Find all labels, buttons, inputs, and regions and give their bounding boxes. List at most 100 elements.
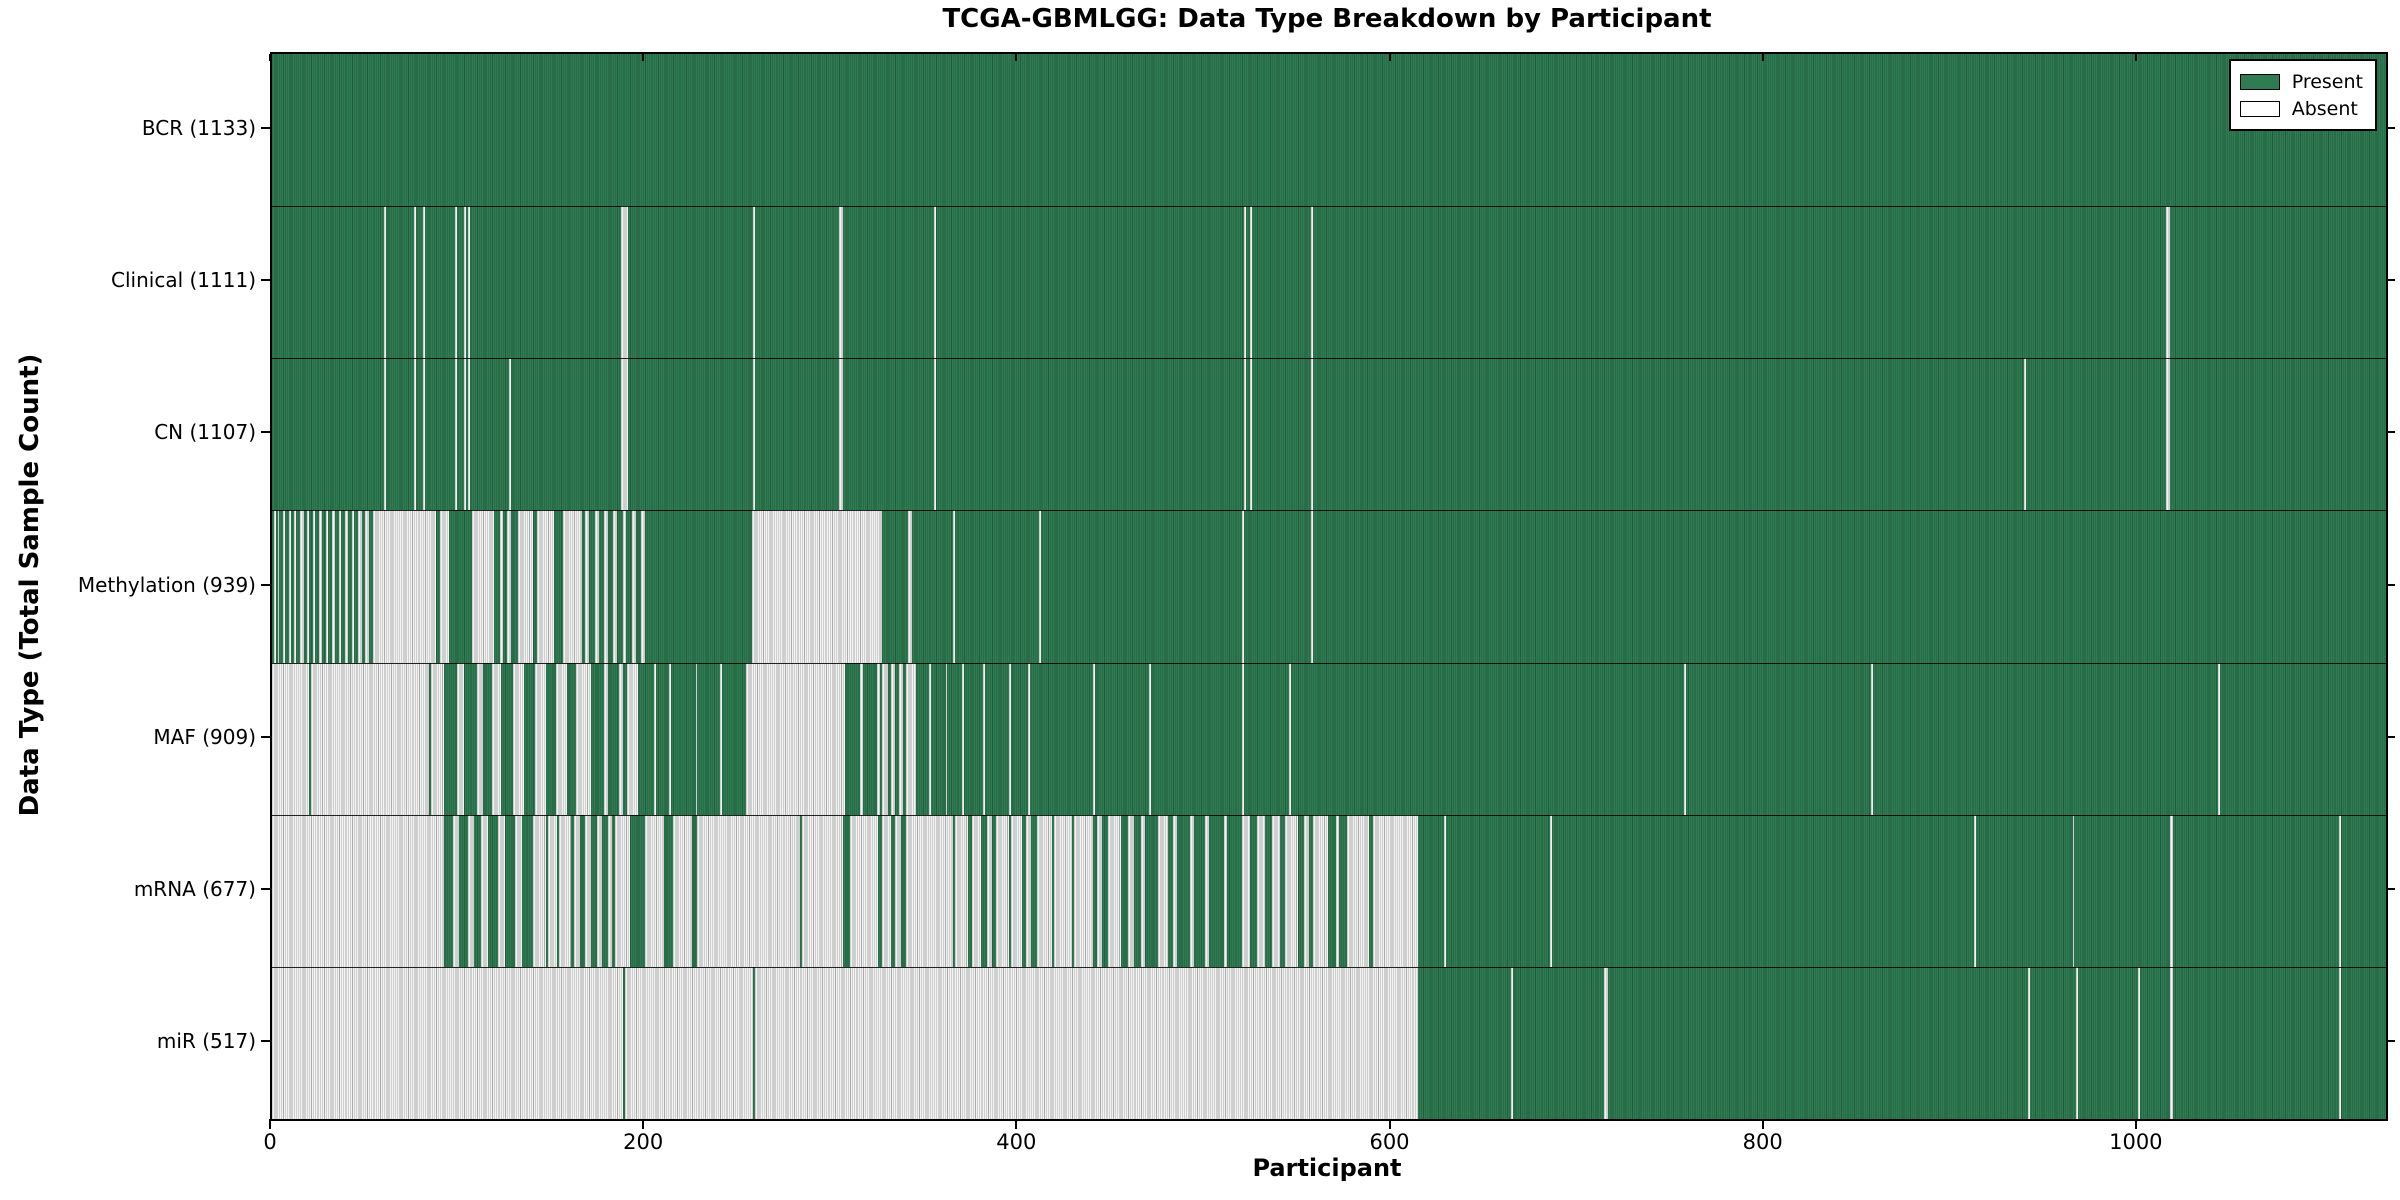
absent-segment: [467, 814, 474, 967]
absent-segment: [2169, 814, 2174, 967]
absent-segment: [535, 662, 547, 815]
absent-segment: [1604, 966, 1608, 1119]
absent-segment: [697, 814, 739, 967]
absent-segment: [945, 662, 948, 815]
absent-segment: [1311, 206, 1314, 359]
absent-segment: [331, 510, 336, 663]
absent-segment: [563, 510, 582, 663]
absent-segment: [607, 814, 612, 967]
absent-segment: [1092, 662, 1095, 815]
absent-segment: [585, 814, 592, 967]
absent-segment: [452, 814, 459, 967]
legend-swatch-absent: [2239, 100, 2280, 117]
absent-segment: [906, 814, 954, 967]
absent-segment: [986, 814, 993, 967]
absent-segment: [311, 662, 429, 815]
ytick-mark: [261, 1039, 270, 1042]
row-maf: [272, 662, 2386, 815]
ytick-mark: [261, 735, 270, 738]
absent-segment: [1053, 814, 1073, 967]
ytick-mark: [261, 583, 270, 586]
absent-segment: [365, 510, 369, 663]
absent-segment: [2137, 966, 2140, 1119]
absent-segment: [413, 206, 416, 359]
absent-segment: [1038, 510, 1041, 663]
absent-segment: [2165, 358, 2170, 511]
plot-area: Present Absent: [270, 52, 2388, 1121]
absent-segment: [645, 814, 664, 967]
xtick-mark: [2134, 1119, 2137, 1129]
absent-segment: [632, 510, 636, 663]
absent-segment: [1550, 814, 1552, 967]
legend: Present Absent: [2228, 59, 2377, 131]
xtick-mark-top: [1761, 54, 1764, 61]
absent-segment: [273, 510, 276, 663]
absent-segment: [859, 662, 864, 815]
absent-segment: [1303, 814, 1310, 967]
xtick-label: 200: [623, 1130, 664, 1154]
absent-segment: [1311, 510, 1314, 663]
absent-segment: [751, 510, 883, 663]
absent-segment: [2339, 814, 2342, 967]
absent-segment: [576, 662, 592, 815]
absent-segment: [464, 206, 467, 359]
xtick-mark-top: [269, 54, 271, 61]
row-mrna: [272, 814, 2386, 967]
row-mir: [272, 966, 2386, 1119]
xtick-mark-top: [1388, 54, 1391, 61]
absent-segment: [464, 358, 467, 511]
xtick-mark: [269, 1119, 271, 1129]
absent-segment: [536, 510, 554, 663]
absent-segment: [574, 814, 580, 967]
absent-segment: [272, 814, 444, 967]
legend-label-present: Present: [2291, 70, 2363, 93]
absent-segment: [753, 358, 756, 511]
absent-segment: [1313, 814, 1329, 967]
absent-segment: [1257, 814, 1265, 967]
absent-segment: [2024, 358, 2026, 511]
xtick-label: 0: [263, 1130, 277, 1154]
row-clinical: [272, 206, 2386, 359]
absent-segment: [1025, 814, 1032, 967]
absent-segment: [594, 510, 599, 663]
absent-segment: [480, 814, 489, 967]
legend-swatch-present: [2239, 73, 2280, 90]
ytick-mark: [2386, 1039, 2395, 1042]
absent-segment: [2072, 814, 2075, 967]
absent-segment: [318, 510, 323, 663]
absent-segment: [669, 662, 672, 815]
ytick-mark: [2386, 583, 2395, 586]
absent-segment: [1242, 814, 1250, 967]
absent-segment: [953, 510, 955, 663]
row-separator: [272, 510, 2386, 512]
absent-segment: [882, 662, 888, 815]
absent-segment: [839, 206, 843, 359]
absent-segment: [507, 510, 511, 663]
ytick-mark: [261, 887, 270, 890]
absent-segment: [928, 662, 931, 815]
absent-segment: [1684, 662, 1687, 815]
absent-segment: [585, 510, 590, 663]
absent-segment: [372, 510, 437, 663]
absent-segment: [1346, 814, 1370, 967]
absent-segment: [2339, 966, 2342, 1119]
absent-segment: [1074, 814, 1093, 967]
absent-segment: [876, 662, 881, 815]
xtick-mark: [1388, 1119, 1391, 1129]
row-separator: [272, 358, 2386, 360]
absent-segment: [695, 662, 698, 815]
absent-segment: [2027, 966, 2030, 1119]
absent-segment: [882, 814, 892, 967]
xtick-label: 600: [1369, 1130, 1410, 1154]
ytick-label-mrna: mRNA (677): [133, 876, 256, 901]
xtick-mark: [642, 1119, 645, 1129]
absent-segment: [626, 662, 638, 815]
absent-segment: [850, 814, 879, 967]
absent-segment: [1272, 814, 1280, 967]
absent-segment: [497, 814, 506, 967]
absent-segment: [1510, 966, 1513, 1119]
absent-segment: [456, 662, 465, 815]
absent-segment: [1010, 814, 1023, 967]
ytick-mark: [2386, 887, 2395, 890]
absent-segment: [1285, 814, 1299, 967]
